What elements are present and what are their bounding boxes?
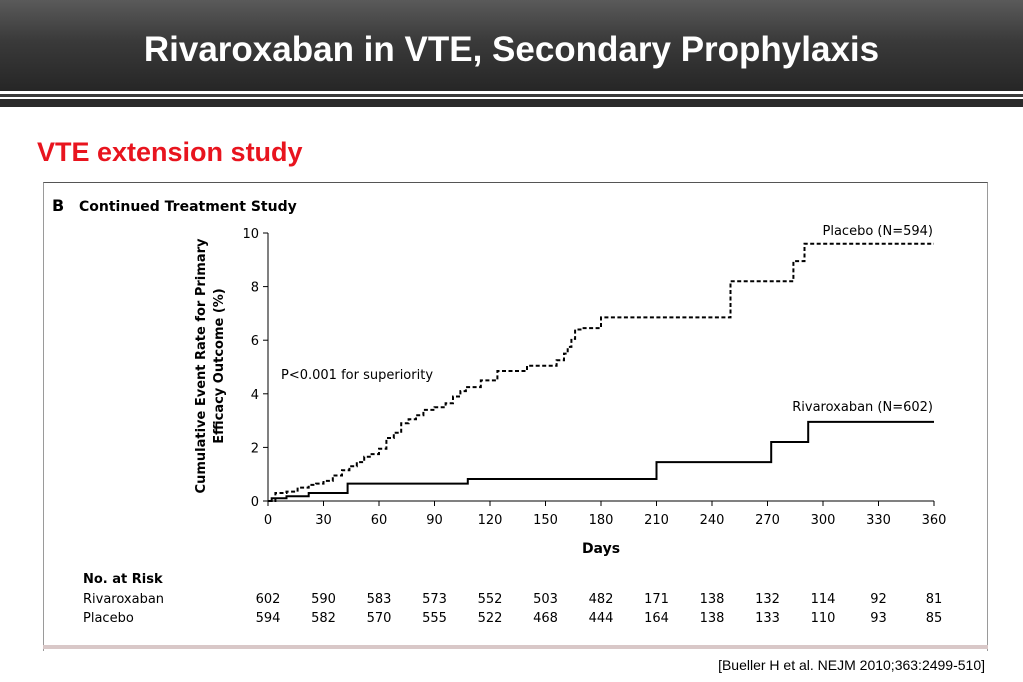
title-divider-gap [0, 91, 1023, 94]
slide-title: Rivaroxaban in VTE, Secondary Prophylaxi… [143, 30, 880, 69]
risk-value-placebo: 582 [311, 611, 336, 626]
risk-value-placebo: 110 [811, 611, 836, 626]
risk-value-rivaroxaban: 552 [478, 592, 503, 607]
y-tick-label: 10 [242, 227, 259, 242]
p-value-annotation: P<0.001 for superiority [281, 368, 433, 383]
x-tick-label: 240 [700, 513, 725, 528]
y-axis-label-line-1: Cumulative Event Rate for Primary [194, 238, 209, 493]
x-tick-label: 300 [811, 513, 836, 528]
y-axis-label-line-2: Efficacy Outcome (%) [212, 288, 227, 444]
x-tick-label: 60 [371, 513, 388, 528]
risk-value-rivaroxaban: 590 [311, 592, 336, 607]
risk-value-placebo: 93 [870, 611, 887, 626]
risk-value-placebo: 555 [422, 611, 447, 626]
slide-subtitle: VTE extension study [37, 137, 303, 167]
axes: 0 30 60 90 120 150 180 210 240 270 300 330 360 0 2 4 6 8 1… [242, 227, 946, 528]
risk-value-rivaroxaban: 92 [870, 592, 887, 607]
risk-value-placebo: 570 [367, 611, 392, 626]
x-tick-label: 210 [644, 513, 669, 528]
y-tick-label: 2 [251, 441, 259, 456]
panel-letter: B [52, 196, 64, 215]
citation: [Bueller H et al. NEJM 2010;363:2499-510… [718, 657, 985, 673]
risk-value-rivaroxaban: 81 [926, 592, 943, 607]
y-tick-label: 6 [251, 334, 259, 349]
title-bar: Rivaroxaban in VTE, Secondary Prophylaxi… [0, 0, 1023, 91]
x-tick-label: 180 [589, 513, 614, 528]
risk-value-rivaroxaban: 602 [256, 592, 281, 607]
risk-value-placebo: 444 [589, 611, 614, 626]
x-tick-label: 30 [315, 513, 332, 528]
risk-values: 602 590 583 573 552 503 482 171 138 132 114 92 81 594… [256, 592, 943, 626]
rivaroxaban-series-label: Rivaroxaban (N=602) [792, 400, 933, 415]
y-tick-label: 0 [251, 495, 259, 510]
y-tick-label: 4 [251, 388, 259, 403]
risk-value-placebo: 594 [256, 611, 281, 626]
risk-value-rivaroxaban: 573 [422, 592, 447, 607]
risk-value-rivaroxaban: 114 [811, 592, 836, 607]
x-tick-label: 330 [866, 513, 891, 528]
risk-table-heading: No. at Risk [83, 572, 163, 587]
risk-row-label-placebo: Placebo [83, 611, 134, 626]
risk-value-placebo: 85 [926, 611, 943, 626]
figure-bottom-border [43, 645, 988, 649]
x-tick-label: 360 [922, 513, 947, 528]
risk-value-rivaroxaban: 171 [644, 592, 669, 607]
risk-value-rivaroxaban: 583 [367, 592, 392, 607]
rivaroxaban-step-line [268, 420, 934, 502]
risk-value-rivaroxaban: 132 [755, 592, 780, 607]
risk-value-placebo: 164 [644, 611, 669, 626]
x-tick-label: 0 [264, 513, 272, 528]
title-divider-thin [0, 94, 1023, 97]
x-tick-label: 150 [533, 513, 558, 528]
series-layer [268, 242, 934, 502]
chart-title: Continued Treatment Study [79, 199, 297, 215]
risk-value-placebo: 522 [478, 611, 503, 626]
figure-frame [43, 182, 988, 651]
risk-row-label-rivaroxaban: Rivaroxaban [83, 592, 164, 607]
risk-value-rivaroxaban: 503 [533, 592, 558, 607]
placebo-series-label: Placebo (N=594) [823, 224, 933, 239]
title-divider-thick [0, 99, 1023, 107]
placebo-step-line [268, 242, 934, 502]
risk-value-placebo: 133 [755, 611, 780, 626]
risk-value-rivaroxaban: 138 [700, 592, 725, 607]
x-tick-label: 270 [755, 513, 780, 528]
risk-value-placebo: 468 [533, 611, 558, 626]
risk-table: No. at Risk Rivaroxaban Placebo 602 590 58… [83, 572, 942, 626]
x-axis-label: Days [582, 541, 620, 557]
x-tick-label: 90 [426, 513, 443, 528]
risk-value-placebo: 138 [700, 611, 725, 626]
x-tick-label: 120 [478, 513, 503, 528]
risk-value-rivaroxaban: 482 [589, 592, 614, 607]
y-tick-label: 8 [251, 281, 259, 296]
